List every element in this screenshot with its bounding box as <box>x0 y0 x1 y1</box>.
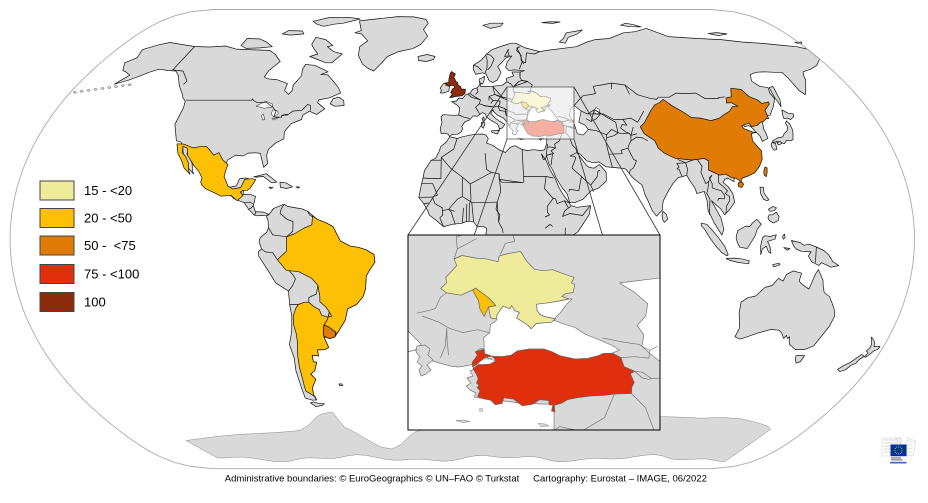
svg-text:Cartography: Eurostat – IMAGE,: Cartography: Eurostat – IMAGE, 06/2022 <box>533 474 707 485</box>
svg-text:20 - <50: 20 - <50 <box>84 211 132 226</box>
svg-text:75 - <100: 75 - <100 <box>84 267 139 282</box>
svg-text:50 - <75: 50 - <75 <box>84 238 136 253</box>
svg-text:15 - <20: 15 - <20 <box>84 183 132 198</box>
svg-text:100: 100 <box>84 295 106 310</box>
svg-text:Administrative boundaries: © E: Administrative boundaries: © EuroGeograp… <box>225 474 520 485</box>
